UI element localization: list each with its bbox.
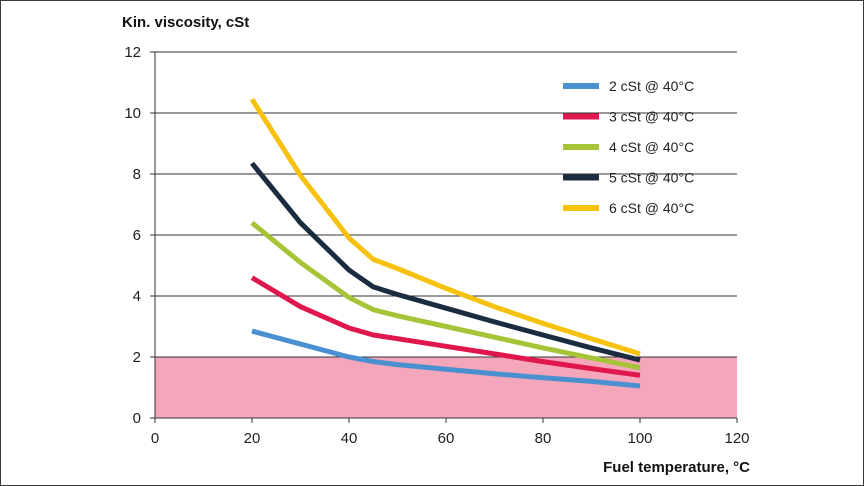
y-tick-label: 12 (124, 44, 141, 61)
legend-label: 4 cSt @ 40°C (609, 139, 694, 155)
legend-label: 3 cSt @ 40°C (609, 109, 694, 125)
x-tick-label: 80 (535, 430, 552, 447)
y-tick-label: 0 (133, 410, 141, 427)
series-line-2 (250, 275, 641, 378)
legend-label: 2 cSt @ 40°C (609, 78, 694, 94)
x-tick-label: 0 (151, 430, 159, 447)
x-axis-title: Fuel temperature, °C (603, 459, 750, 476)
y-tick-label: 10 (124, 105, 141, 122)
x-tick-label: 20 (244, 430, 261, 447)
series-line-3 (250, 220, 641, 371)
y-tick-label: 8 (133, 166, 141, 183)
x-tick-label: 120 (724, 430, 749, 447)
y-axis-title: Kin. viscosity, cSt (122, 14, 249, 31)
legend-label: 5 cSt @ 40°C (609, 170, 694, 186)
x-tick-label: 40 (341, 430, 358, 447)
x-tick-label: 60 (438, 430, 455, 447)
y-tick-label: 6 (133, 227, 141, 244)
y-tick-label: 4 (133, 288, 141, 305)
series-line-4 (250, 161, 641, 363)
x-tick-label: 100 (627, 430, 652, 447)
series-line-5 (249, 97, 641, 357)
legend-label: 6 cSt @ 40°C (609, 200, 694, 216)
y-tick-label: 2 (133, 349, 141, 366)
shaded-band (155, 357, 737, 418)
series-line-1 (251, 328, 641, 389)
